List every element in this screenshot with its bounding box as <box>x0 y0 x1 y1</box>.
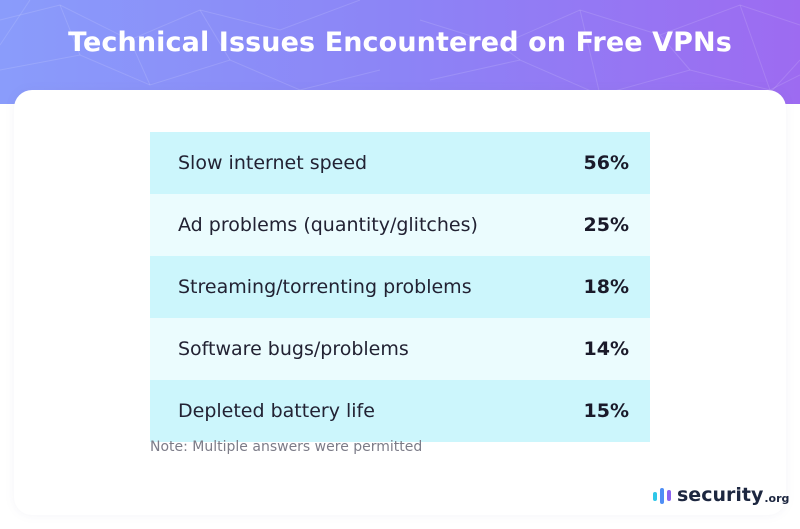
header-banner: Technical Issues Encountered on Free VPN… <box>0 0 800 104</box>
data-table: Slow internet speed 56% Ad problems (qua… <box>150 132 650 442</box>
row-value: 18% <box>583 276 629 298</box>
table-row: Slow internet speed 56% <box>150 132 650 194</box>
brand-logo: security .org <box>652 484 789 506</box>
logo-tld: .org <box>764 491 790 505</box>
chart-title: Technical Issues Encountered on Free VPN… <box>68 27 732 58</box>
mesh-pattern <box>0 0 800 104</box>
logo-wordmark: security <box>677 484 764 506</box>
logo-bars-icon <box>653 488 671 504</box>
row-label: Software bugs/problems <box>178 338 409 360</box>
table-row: Depleted battery life 15% <box>150 380 650 442</box>
table-row: Streaming/torrenting problems 18% <box>150 256 650 318</box>
row-label: Slow internet speed <box>178 152 368 174</box>
table-row: Software bugs/problems 14% <box>150 318 650 380</box>
row-value: 15% <box>583 400 629 422</box>
row-value: 25% <box>583 214 629 236</box>
row-label: Streaming/torrenting problems <box>178 276 472 298</box>
row-value: 56% <box>583 152 629 174</box>
row-label: Ad problems (quantity/glitches) <box>178 214 478 236</box>
row-value: 14% <box>583 338 629 360</box>
footnote: Note: Multiple answers were permitted <box>150 439 423 455</box>
table-row: Ad problems (quantity/glitches) 25% <box>150 194 650 256</box>
row-label: Depleted battery life <box>178 400 375 422</box>
